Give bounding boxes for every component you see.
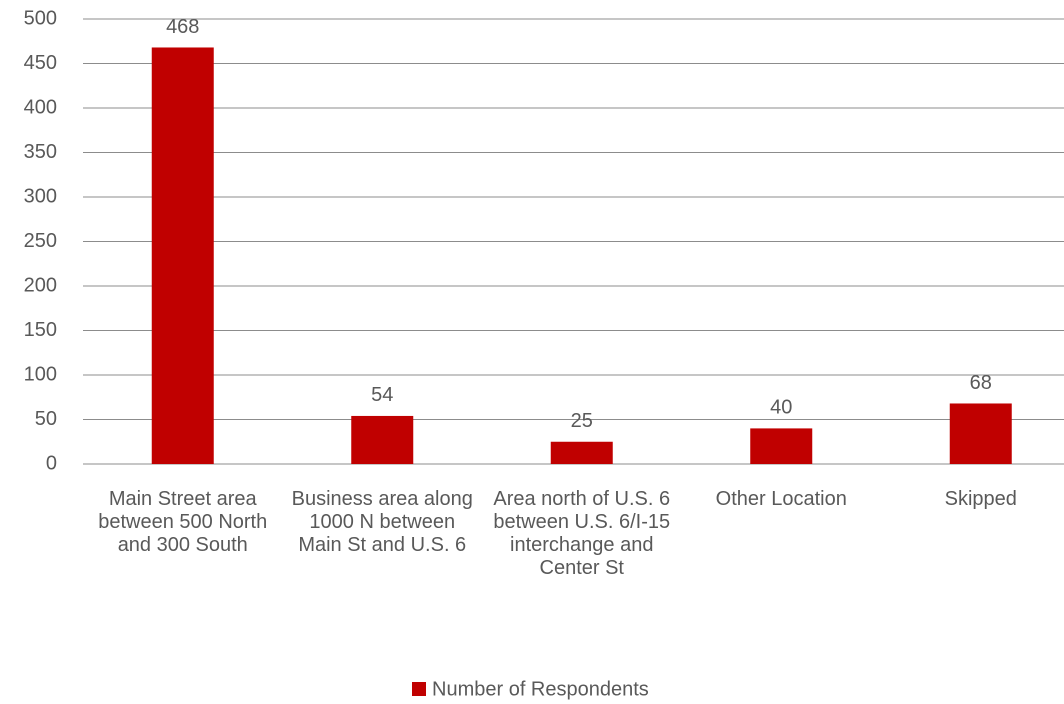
y-tick-label: 400 (24, 96, 57, 118)
y-tick-label: 350 (24, 141, 57, 163)
y-tick-label: 150 (24, 319, 57, 341)
y-tick-label: 500 (24, 7, 57, 29)
y-tick-label: 200 (24, 274, 57, 296)
y-tick-label: 100 (24, 363, 57, 385)
y-tick-label: 250 (24, 230, 57, 252)
x-tick-label: Other Location (716, 488, 847, 510)
y-tick-label: 450 (24, 52, 57, 74)
x-tick-label: Skipped (945, 488, 1017, 510)
data-label: 40 (770, 397, 792, 419)
bar (351, 415, 414, 464)
legend-label: Number of Respondents (432, 678, 649, 700)
bar (949, 403, 1012, 464)
legend-swatch (412, 682, 426, 696)
data-label: 54 (371, 384, 393, 406)
x-tick-label: Business area along 1000 N between Main St… (292, 488, 473, 556)
data-label: 468 (166, 16, 199, 38)
data-label: 25 (571, 410, 593, 432)
bar (151, 47, 214, 464)
y-tick-label: 300 (24, 185, 57, 207)
x-tick-label: Area north of U.S. 6 between U.S. 6/I-15 i… (493, 488, 670, 579)
y-tick-label: 0 (46, 452, 57, 474)
x-tick-label: Main Street area between 500 North and 300… (98, 488, 267, 556)
bar (550, 441, 613, 464)
data-label: 68 (970, 372, 992, 394)
bar (750, 428, 813, 464)
y-tick-label: 50 (35, 408, 57, 430)
